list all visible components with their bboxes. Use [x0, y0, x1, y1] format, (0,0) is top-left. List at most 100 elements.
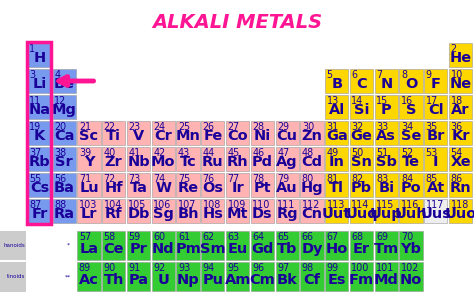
Text: tinoids: tinoids: [7, 274, 25, 279]
Text: 109: 109: [228, 200, 246, 210]
FancyBboxPatch shape: [275, 121, 299, 145]
Text: 68: 68: [351, 232, 364, 242]
Text: 3: 3: [29, 70, 36, 80]
FancyBboxPatch shape: [53, 69, 76, 93]
FancyBboxPatch shape: [374, 121, 398, 145]
Text: 100: 100: [351, 263, 370, 273]
Text: 97: 97: [277, 263, 289, 273]
Text: Rh: Rh: [227, 155, 248, 169]
FancyBboxPatch shape: [77, 262, 100, 291]
Text: U: U: [157, 273, 169, 287]
FancyBboxPatch shape: [53, 121, 76, 145]
Text: 69: 69: [376, 232, 388, 242]
Text: 118: 118: [450, 200, 469, 210]
Text: F: F: [431, 77, 441, 91]
Text: Uup: Uup: [370, 207, 402, 221]
Text: 87: 87: [29, 200, 42, 210]
FancyBboxPatch shape: [325, 173, 348, 197]
Text: Au: Au: [276, 181, 298, 195]
Text: 64: 64: [252, 232, 264, 242]
Text: Fm: Fm: [349, 273, 374, 287]
Text: Ar: Ar: [451, 103, 470, 117]
Text: Ir: Ir: [231, 181, 244, 195]
FancyBboxPatch shape: [102, 173, 125, 197]
Text: 86: 86: [450, 174, 463, 184]
Text: Zn: Zn: [301, 129, 322, 143]
Text: 101: 101: [376, 263, 394, 273]
Text: 114: 114: [351, 200, 370, 210]
Text: Am: Am: [224, 273, 251, 287]
Text: Re: Re: [177, 181, 199, 195]
FancyBboxPatch shape: [275, 231, 299, 260]
Text: Pu: Pu: [202, 273, 223, 287]
FancyBboxPatch shape: [400, 147, 423, 171]
FancyBboxPatch shape: [350, 69, 373, 93]
Text: As: As: [376, 129, 396, 143]
Text: No: No: [400, 273, 422, 287]
Text: 103: 103: [79, 200, 97, 210]
Text: 27: 27: [228, 122, 240, 132]
Text: 63: 63: [228, 232, 240, 242]
Text: 36: 36: [450, 122, 463, 132]
Text: 83: 83: [376, 174, 388, 184]
Text: 15: 15: [376, 96, 388, 106]
Text: Kr: Kr: [451, 129, 470, 143]
Text: Se: Se: [401, 129, 421, 143]
Text: Uuo: Uuo: [445, 207, 474, 221]
Text: Ac: Ac: [79, 273, 99, 287]
FancyBboxPatch shape: [127, 199, 150, 223]
Text: Sc: Sc: [79, 129, 99, 143]
Text: 77: 77: [228, 174, 240, 184]
Text: 32: 32: [351, 122, 364, 132]
Text: Eu: Eu: [228, 242, 248, 256]
FancyBboxPatch shape: [350, 173, 373, 197]
Text: Mg: Mg: [52, 103, 77, 117]
FancyBboxPatch shape: [350, 147, 373, 171]
Text: 79: 79: [277, 174, 289, 184]
Text: 34: 34: [401, 122, 413, 132]
Text: 14: 14: [351, 96, 364, 106]
Text: 66: 66: [302, 232, 314, 242]
Text: Rg: Rg: [276, 207, 298, 221]
Text: 72: 72: [104, 174, 116, 184]
Text: Tm: Tm: [374, 242, 399, 256]
FancyBboxPatch shape: [251, 121, 274, 145]
Text: 43: 43: [178, 148, 190, 158]
FancyBboxPatch shape: [301, 231, 324, 260]
Text: 53: 53: [426, 148, 438, 158]
FancyBboxPatch shape: [28, 69, 51, 93]
Text: C: C: [356, 77, 367, 91]
Text: 23: 23: [128, 122, 140, 132]
Text: 24: 24: [153, 122, 165, 132]
FancyBboxPatch shape: [53, 95, 76, 119]
FancyBboxPatch shape: [53, 173, 76, 197]
Text: Ho: Ho: [326, 242, 348, 256]
Text: Cl: Cl: [428, 103, 444, 117]
FancyBboxPatch shape: [350, 262, 373, 291]
Text: Cr: Cr: [155, 129, 172, 143]
FancyBboxPatch shape: [152, 199, 175, 223]
Text: 49: 49: [327, 148, 339, 158]
Text: 11: 11: [29, 96, 42, 106]
FancyBboxPatch shape: [201, 231, 224, 260]
FancyBboxPatch shape: [374, 69, 398, 93]
Text: I: I: [433, 155, 438, 169]
FancyBboxPatch shape: [152, 121, 175, 145]
Text: 46: 46: [252, 148, 264, 158]
Text: Be: Be: [54, 77, 75, 91]
FancyBboxPatch shape: [251, 173, 274, 197]
FancyBboxPatch shape: [400, 95, 423, 119]
Text: 94: 94: [203, 263, 215, 273]
FancyBboxPatch shape: [325, 262, 348, 291]
Text: Bi: Bi: [378, 181, 394, 195]
Text: Uuq: Uuq: [345, 207, 378, 221]
Text: 104: 104: [104, 200, 122, 210]
Text: 106: 106: [153, 200, 172, 210]
FancyBboxPatch shape: [28, 95, 51, 119]
Text: Fe: Fe: [203, 129, 222, 143]
FancyBboxPatch shape: [374, 147, 398, 171]
Text: Ti: Ti: [106, 129, 121, 143]
Text: Md: Md: [374, 273, 399, 287]
Text: 7: 7: [376, 70, 383, 80]
FancyBboxPatch shape: [251, 147, 274, 171]
